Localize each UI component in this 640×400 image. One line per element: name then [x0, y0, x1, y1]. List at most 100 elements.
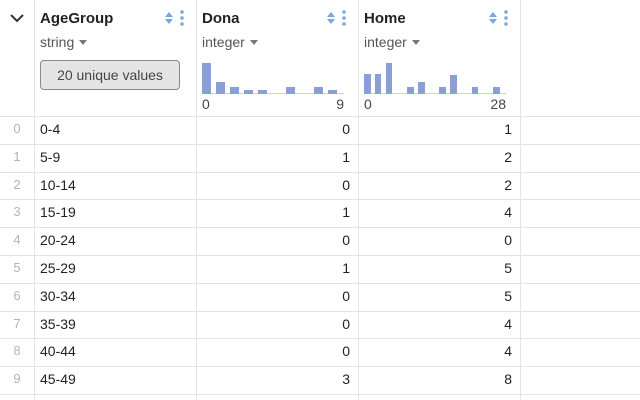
cell-agegroup[interactable]: 10-14	[40, 176, 76, 193]
row-index: 1	[13, 148, 21, 164]
cell-dona[interactable]: 0	[342, 343, 350, 360]
cell-home[interactable]: 1	[504, 121, 512, 137]
header-divider	[0, 116, 640, 117]
cell-dona[interactable]: 0	[342, 315, 350, 332]
histogram-baseline	[364, 93, 506, 94]
cell-agegroup[interactable]: 15-19	[40, 204, 76, 221]
column-menu-icon[interactable]	[341, 9, 347, 27]
histogram-min-label: 0	[202, 96, 210, 112]
sort-icon[interactable]	[326, 10, 336, 26]
table-row[interactable]: 7 35-39 0 4	[0, 311, 640, 339]
histogram-min-label: 0	[364, 96, 372, 112]
column-type-dropdown[interactable]: integer	[364, 34, 420, 50]
cell-dona[interactable]: 0	[342, 176, 350, 193]
histogram-bar[interactable]	[471, 86, 479, 94]
histogram-bar[interactable]	[364, 74, 371, 94]
histogram-bar[interactable]	[450, 74, 457, 94]
cell-dona[interactable]: 0	[342, 287, 350, 304]
table-row[interactable]: 0 0-4 0 1	[0, 116, 640, 144]
column-name[interactable]: AgeGroup	[40, 10, 114, 27]
row-index: 2	[13, 176, 21, 192]
histogram[interactable]	[364, 58, 506, 94]
table-row[interactable]: 6 30-34 0 5	[0, 283, 640, 311]
caret-down-icon	[249, 40, 258, 45]
histogram-bar[interactable]	[385, 63, 393, 94]
collapse-header-button[interactable]	[6, 8, 28, 28]
histogram-bar[interactable]	[314, 86, 323, 94]
cell-dona[interactable]: 0	[342, 121, 350, 137]
cell-agegroup[interactable]: 35-39	[40, 315, 76, 332]
cell-home[interactable]: 4	[504, 204, 512, 221]
cell-home[interactable]: 4	[504, 343, 512, 360]
row-index: 8	[13, 343, 21, 359]
cell-home[interactable]: 5	[504, 260, 512, 276]
column-type-label: integer	[202, 34, 245, 50]
table-row[interactable]: 2 10-14 0 2	[0, 172, 640, 200]
row-divider	[0, 366, 640, 368]
row-index: 9	[13, 371, 21, 387]
histogram-bar[interactable]	[202, 63, 211, 94]
cell-home[interactable]: 8	[504, 371, 512, 388]
row-index: 4	[13, 232, 21, 248]
cell-agegroup[interactable]: 25-29	[40, 260, 76, 276]
cell-home[interactable]: 5	[504, 287, 512, 304]
sort-icon[interactable]	[164, 10, 174, 26]
cell-dona[interactable]: 1	[342, 260, 350, 276]
cell-agegroup[interactable]: 20-24	[40, 232, 76, 249]
cell-home[interactable]: 2	[504, 148, 512, 165]
row-divider	[0, 255, 640, 256]
column-type-label: string	[40, 34, 75, 50]
histogram-bar[interactable]	[493, 86, 500, 94]
cell-dona[interactable]: 0	[342, 232, 350, 249]
histogram-bar[interactable]	[328, 89, 337, 94]
cell-agegroup[interactable]: 5-9	[40, 148, 61, 165]
row-divider	[0, 394, 640, 395]
table-row[interactable]: 9 45-49 3 8	[0, 366, 640, 394]
cell-dona[interactable]: 1	[342, 204, 350, 221]
histogram-bar[interactable]	[286, 86, 295, 94]
unique-values-button[interactable]: 20 unique values	[40, 60, 180, 90]
histogram-bar[interactable]	[374, 74, 382, 94]
table-row[interactable]: 5 25-29 1 5	[0, 255, 640, 283]
histogram-bar[interactable]	[216, 81, 225, 94]
row-divider	[0, 227, 640, 229]
histogram-max-label: 28	[490, 96, 506, 112]
sort-icon[interactable]	[488, 10, 498, 26]
chevron-down-icon	[10, 14, 24, 23]
row-divider	[0, 143, 640, 145]
table-row[interactable]: 3 15-19 1 4	[0, 199, 640, 227]
cell-dona[interactable]: 3	[342, 371, 350, 388]
histogram-bar[interactable]	[439, 87, 447, 94]
cell-agegroup[interactable]: 40-44	[40, 343, 76, 360]
column-name[interactable]: Dona	[202, 10, 240, 27]
cell-home[interactable]: 0	[504, 232, 512, 249]
row-index: 7	[13, 315, 21, 331]
cell-dona[interactable]: 1	[342, 148, 350, 165]
column-header-dona: Dona integer 0 9	[196, 0, 358, 116]
histogram-bar[interactable]	[417, 81, 425, 94]
column-menu-icon[interactable]	[503, 9, 509, 27]
column-header-agegroup: AgeGroup string 20 unique values	[34, 0, 196, 116]
histogram-bar[interactable]	[407, 86, 414, 94]
column-type-dropdown[interactable]: integer	[202, 34, 258, 50]
cell-agegroup[interactable]: 30-34	[40, 287, 76, 304]
row-index: 5	[13, 260, 21, 275]
row-index: 3	[13, 204, 21, 220]
row-divider	[0, 282, 640, 284]
histogram[interactable]	[202, 58, 344, 94]
histogram-bar[interactable]	[230, 86, 239, 94]
cell-home[interactable]: 2	[504, 176, 512, 193]
column-type-dropdown[interactable]: string	[40, 34, 88, 50]
caret-down-icon	[411, 40, 420, 45]
row-index: 6	[13, 287, 21, 303]
column-menu-icon[interactable]	[179, 9, 185, 27]
table-row[interactable]: 1 5-9 1 2	[0, 144, 640, 172]
histogram-bar[interactable]	[244, 89, 253, 94]
column-name[interactable]: Home	[364, 10, 406, 27]
table-row[interactable]: 8 40-44 0 4	[0, 338, 640, 366]
cell-agegroup[interactable]: 0-4	[40, 121, 61, 137]
cell-agegroup[interactable]: 45-49	[40, 371, 76, 388]
cell-home[interactable]: 4	[504, 315, 512, 332]
table-row[interactable]: 4 20-24 0 0	[0, 227, 640, 255]
histogram-bar[interactable]	[258, 89, 267, 94]
